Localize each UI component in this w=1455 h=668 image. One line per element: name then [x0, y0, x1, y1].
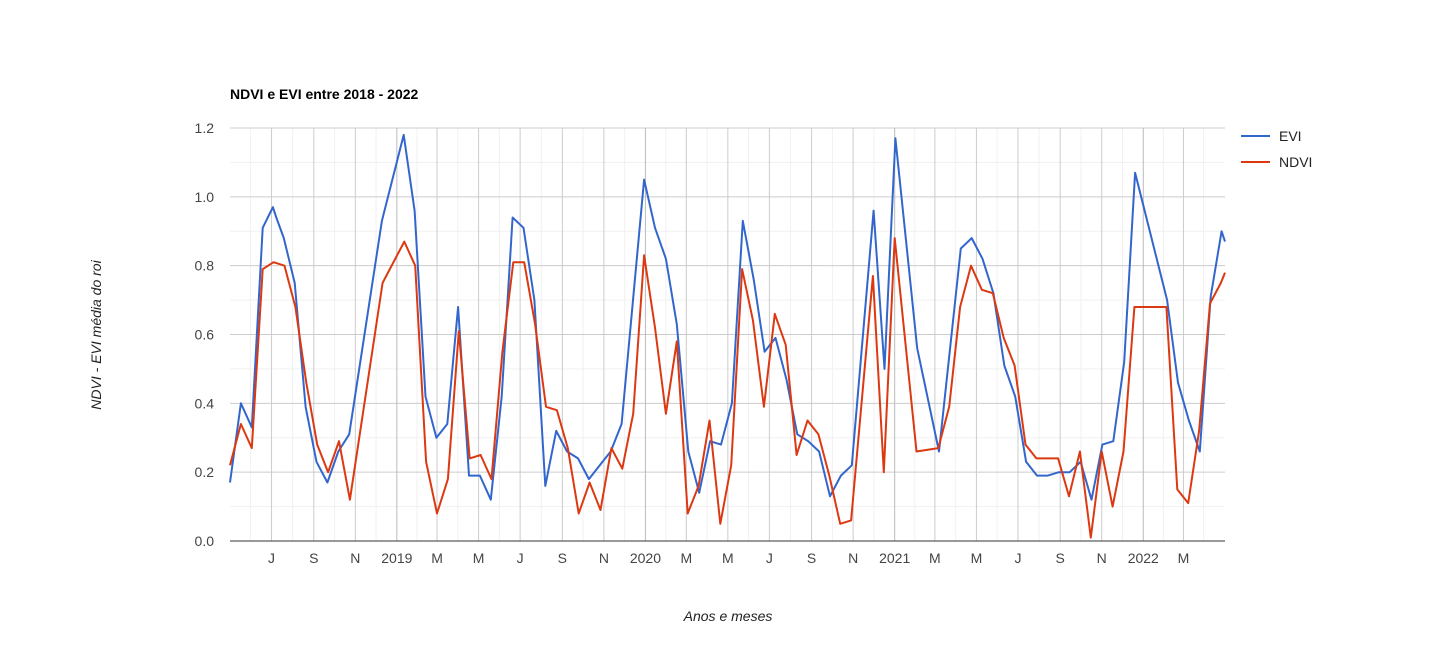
legend-label-ndvi: NDVI: [1279, 154, 1312, 170]
legend: EVI NDVI: [1241, 128, 1312, 170]
x-tick-label: S: [309, 550, 318, 566]
x-tick-label: 2020: [630, 550, 661, 566]
x-tick-label: M: [971, 550, 983, 566]
x-tick-label: N: [1097, 550, 1107, 566]
x-axis-label: Anos e meses: [683, 608, 773, 624]
x-tick-label: J: [766, 550, 773, 566]
x-tick-label: M: [680, 550, 692, 566]
x-tick-label: M: [1178, 550, 1190, 566]
x-tick-label: 2022: [1128, 550, 1159, 566]
x-tick-label: M: [722, 550, 734, 566]
series-line-evi: [229, 133, 1226, 501]
x-tick-label: S: [558, 550, 567, 566]
x-tick-labels: J S N 2019 M M J S N 2020 M M J S N 2021 M M J S N 2022 M: [268, 550, 1189, 566]
x-tick-label: M: [431, 550, 443, 566]
gridlines: [230, 127, 1225, 541]
y-tick-labels: 0.0 0.2 0.4 0.6 0.8 1.0 1.2: [195, 120, 215, 549]
y-tick-label: 0.0: [195, 533, 215, 549]
x-tick-label: N: [599, 550, 609, 566]
x-tick-label: S: [807, 550, 816, 566]
x-tick-label: M: [473, 550, 485, 566]
y-tick-label: 0.6: [195, 327, 215, 343]
y-tick-label: 1.2: [195, 120, 215, 136]
x-tick-label: N: [350, 550, 360, 566]
x-tick-label: N: [848, 550, 858, 566]
x-tick-label: J: [268, 550, 275, 566]
chart-title: NDVI e EVI entre 2018 - 2022: [230, 86, 419, 102]
y-tick-label: 0.2: [195, 464, 215, 480]
y-tick-label: 0.4: [195, 395, 215, 411]
x-tick-label: J: [1014, 550, 1021, 566]
x-tick-label: S: [1056, 550, 1065, 566]
x-tick-label: M: [929, 550, 941, 566]
y-tick-label: 1.0: [195, 189, 215, 205]
series-lines: [229, 133, 1226, 539]
legend-label-evi: EVI: [1279, 128, 1302, 144]
x-tick-label: J: [517, 550, 524, 566]
x-tick-label: 2021: [879, 550, 910, 566]
y-tick-label: 0.8: [195, 258, 215, 274]
x-tick-label: 2019: [381, 550, 412, 566]
y-axis-label: NDVI - EVI média do roi: [88, 259, 104, 409]
series-line-ndvi: [229, 237, 1226, 539]
